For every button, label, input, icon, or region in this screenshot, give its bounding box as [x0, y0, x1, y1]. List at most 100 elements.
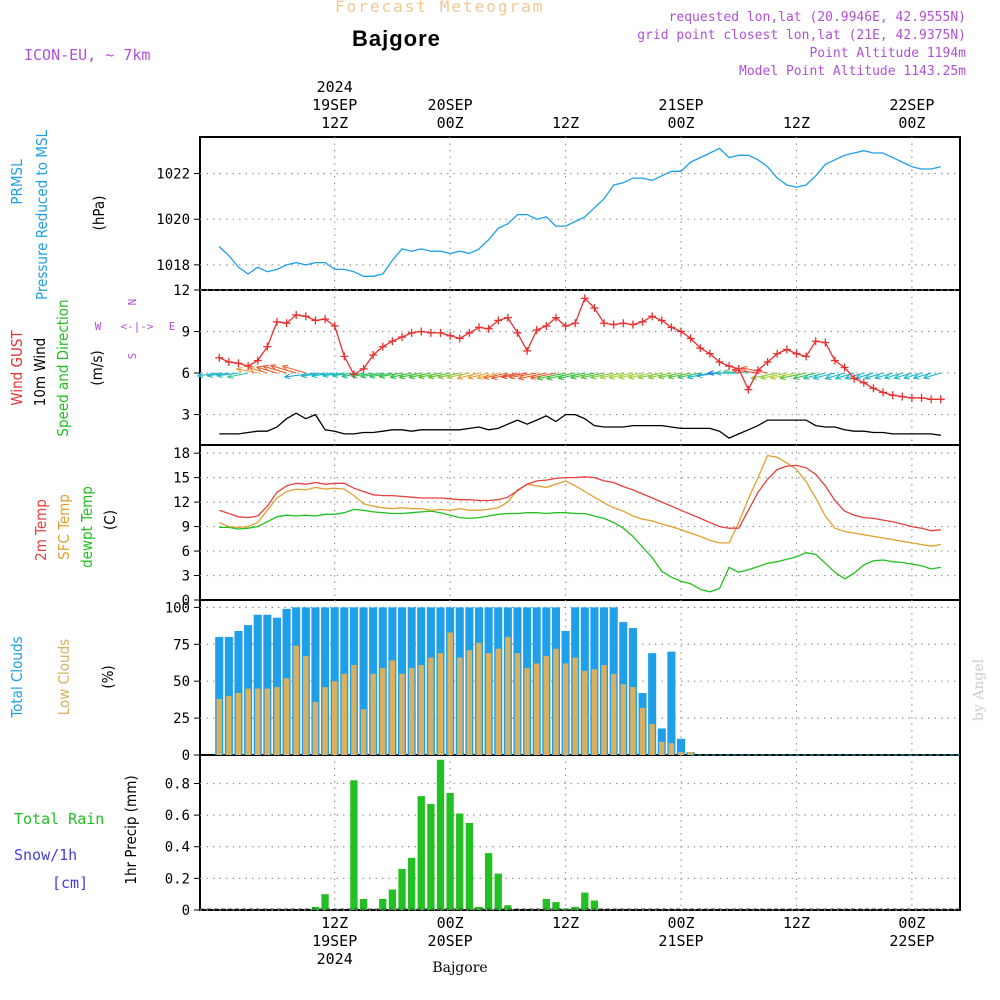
wind-arrow-head — [418, 376, 425, 380]
wind-direction-arrow — [322, 372, 345, 377]
surface-temp-label: SFC Temp — [55, 494, 73, 560]
wind-arrow-head — [658, 373, 664, 379]
wind-arrow-head — [825, 378, 832, 380]
location-title: Bajgore — [352, 26, 441, 51]
wind-direction-arrow — [825, 372, 845, 380]
y-tick-label: 12 — [173, 283, 190, 299]
wind-arrow-head — [227, 376, 234, 379]
y-tick-label: 6 — [182, 544, 190, 560]
rain-bar — [581, 892, 589, 910]
wind-arrow-head — [741, 366, 748, 369]
wind-arrow-head — [491, 374, 497, 379]
temp-unit-label: (C) — [101, 510, 119, 530]
pressure-unit-label: (hPa) — [90, 196, 108, 231]
wind-direction-arrow — [893, 372, 913, 379]
wind-arrow-head — [648, 377, 655, 380]
wind-arrow-head — [687, 377, 694, 380]
y-tick-label: 75 — [173, 637, 190, 653]
wind-arrow-head — [227, 373, 233, 378]
wind-arrow-head — [378, 376, 386, 379]
wind-direction-arrow — [270, 364, 297, 374]
wind-arrow-head — [390, 376, 397, 380]
time-label-date: 20SEP — [428, 96, 473, 114]
total-cloud-bar — [648, 653, 657, 755]
total-cloud-bar — [676, 738, 686, 755]
wind-arrow-head — [628, 373, 634, 379]
low-cloud-bar — [274, 687, 280, 755]
rain-bar — [350, 780, 358, 910]
surface-temp-line — [218, 454, 941, 547]
wind-arrow-head — [236, 366, 243, 370]
wind-arrow-head — [216, 375, 223, 378]
low-cloud-bar — [341, 673, 347, 755]
wind-arrow-head — [518, 378, 525, 381]
y-tick-label: 0 — [182, 748, 190, 764]
wind-direction-arrow — [658, 372, 682, 379]
wind-arrow-head — [467, 374, 474, 379]
y-tick-label: 0 — [182, 903, 190, 919]
total-cloud-bar — [263, 614, 272, 755]
wind-direction-arrow — [351, 372, 374, 378]
wind-arrow-head — [369, 373, 375, 378]
pressure-label: PRMSL — [8, 159, 26, 205]
y-tick-label: 0.4 — [165, 840, 190, 856]
wind-arrow-head — [399, 376, 406, 380]
wind-arrow-head — [216, 372, 223, 377]
wind-direction-arrow — [428, 372, 451, 379]
rain-bar — [417, 796, 425, 910]
wind-direction-arrow — [913, 372, 932, 379]
rain-bar — [552, 902, 560, 910]
compass-west: W — [95, 320, 102, 333]
wind-arrow-head — [284, 373, 290, 378]
low-cloud-bar — [534, 663, 540, 755]
wind-arrow-head — [390, 373, 396, 378]
wind-arrow-head — [812, 377, 820, 380]
wind-direction-arrow — [923, 372, 941, 379]
wind-arrow-head — [769, 374, 776, 379]
panel-precip: 0 0.2 0.4 0.6 0.8 — [165, 754, 961, 919]
point-altitude: Point Altitude 1194m — [809, 46, 966, 61]
wind-arrow-head — [331, 375, 339, 378]
wind-arrow-head — [378, 373, 385, 378]
y-tick-label: 3 — [182, 569, 190, 585]
wind-arrow-head — [637, 373, 644, 379]
time-label-hour: 00Z — [898, 914, 925, 932]
wind-arrow-head — [884, 374, 890, 379]
low-cloud-bar — [601, 664, 607, 755]
wind-arrow-head — [854, 374, 861, 379]
rain-bar — [436, 759, 445, 910]
total-cloud-bar — [253, 614, 262, 755]
low-cloud-bar — [649, 724, 655, 755]
total-cloud-bar — [359, 607, 368, 755]
dewpoint-line — [219, 508, 941, 593]
y-tick-label: 6 — [182, 366, 190, 382]
precip-unit-label: 1hr Precip (mm) — [122, 775, 140, 884]
low-cloud-bar — [572, 657, 578, 755]
wind-arrow-head — [509, 373, 515, 378]
low-cloud-bar — [245, 688, 251, 755]
wind-direction-arrow — [399, 372, 422, 379]
wind-direction-arrow — [618, 372, 643, 379]
wind-direction-arrow — [408, 372, 431, 379]
wind-direction-arrow — [609, 372, 634, 379]
wind-arrow-head — [707, 372, 714, 376]
wind-arrow-head — [322, 375, 329, 378]
wind-direction-arrow — [570, 372, 595, 379]
rain-bar — [398, 868, 406, 910]
wind-gust-line — [218, 297, 941, 400]
low-cloud-bar — [235, 693, 242, 755]
wind-arrow-head — [301, 372, 307, 377]
wind-arrow-head — [715, 370, 722, 374]
wind-arrow-head — [893, 374, 900, 379]
wind-arrow-head — [282, 364, 289, 367]
low-cloud-bar — [543, 656, 550, 755]
rain-bar — [542, 898, 550, 910]
wind-arrow-head — [369, 376, 376, 379]
y-tick-label: 9 — [182, 325, 190, 341]
wind-arrow-head — [600, 377, 607, 380]
bottom-location-label: Bajgore — [432, 960, 487, 976]
rain-bar — [484, 853, 493, 910]
wind-arrow-head — [723, 371, 730, 375]
low-cloud-bar — [380, 667, 386, 755]
